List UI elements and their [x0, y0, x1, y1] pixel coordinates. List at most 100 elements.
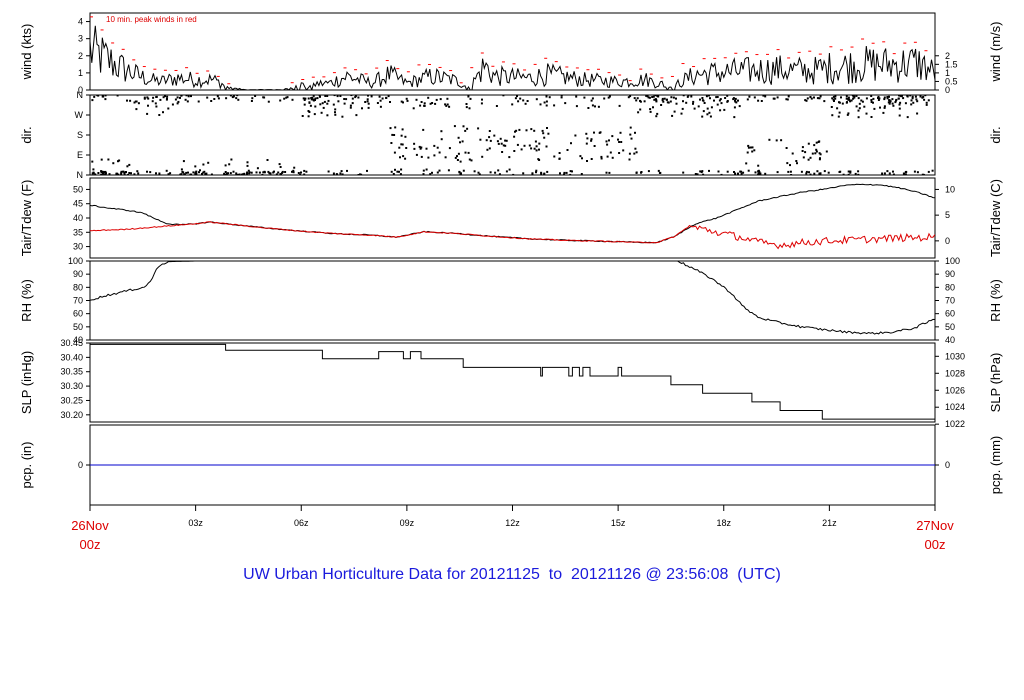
wind-direction-point — [256, 167, 259, 170]
wind-direction-point — [681, 107, 684, 110]
wind-direction-point — [758, 171, 761, 174]
wind-direction-point — [357, 174, 360, 175]
x-tick-label: 12z — [505, 518, 520, 528]
wind-direction-point — [438, 169, 441, 172]
wind-direction-point — [159, 98, 162, 101]
wind-direction-point — [585, 132, 588, 135]
wind-direction-point — [225, 97, 228, 100]
wind-frame — [89, 12, 936, 91]
wind-direction-point — [699, 98, 701, 101]
wind-direction-point — [464, 151, 467, 154]
wind-direction-point — [235, 172, 238, 175]
wind-direction-point — [742, 171, 745, 174]
wind-direction-point — [535, 98, 538, 101]
wind-direction-point — [210, 100, 213, 102]
wind-direction-point — [570, 142, 572, 145]
wind-direction-point — [405, 147, 408, 149]
wind-direction-point — [931, 169, 934, 172]
wind-left-tick-label: 0 — [78, 85, 83, 95]
wind-direction-point — [393, 151, 396, 154]
wind-direction-point — [547, 132, 550, 135]
wind-direction-point — [478, 173, 481, 175]
wind-direction-point — [891, 102, 894, 105]
wind-direction-point — [634, 131, 636, 134]
wind-direction-point — [462, 125, 465, 128]
wind-direction-point — [857, 97, 860, 100]
wind-direction-point — [435, 98, 438, 101]
wind-direction-point — [703, 102, 706, 104]
wind-direction-point — [174, 98, 177, 101]
wind-direction-point — [171, 103, 174, 106]
wind-direction-point — [847, 170, 850, 173]
wind-direction-point — [693, 107, 696, 110]
wind-direction-point — [775, 139, 778, 142]
slp-left-tick-label: 30.25 — [60, 395, 83, 405]
wind-direction-point — [665, 98, 668, 101]
wind-direction-point — [886, 96, 889, 98]
wind-direction-point — [922, 95, 925, 98]
wind-direction-point — [583, 96, 586, 99]
wind-direction-point — [104, 98, 107, 101]
wind-direction-point — [808, 171, 810, 174]
wind-direction-point — [857, 170, 860, 173]
wind-direction-point — [858, 102, 861, 105]
wind-direction-point — [345, 98, 348, 101]
wind-direction-point — [439, 98, 442, 101]
dir-plot-area — [91, 95, 934, 175]
wind-direction-point — [283, 97, 286, 100]
wind-direction-point — [425, 147, 428, 150]
wind-direction-point — [237, 98, 240, 101]
wind-direction-point — [543, 172, 546, 175]
wind-direction-point — [404, 157, 407, 160]
wind-direction-point — [801, 146, 804, 149]
wind-direction-point — [825, 150, 828, 153]
wind-direction-point — [246, 171, 249, 174]
wind-direction-point — [656, 112, 659, 115]
wind-direction-point — [522, 99, 525, 102]
wind-direction-point — [539, 103, 542, 106]
wind-direction-point — [180, 173, 183, 175]
wind-direction-point — [379, 99, 382, 102]
wind-direction-point — [800, 170, 803, 173]
wind-direction-point — [480, 102, 483, 105]
wind-direction-point — [535, 169, 538, 172]
wind-direction-point — [872, 101, 874, 104]
wind-direction-point — [133, 101, 136, 104]
wind-direction-point — [343, 98, 346, 100]
wind-direction-point — [724, 97, 727, 99]
wind-direction-point — [647, 170, 650, 173]
wind-direction-point — [745, 162, 748, 165]
wind-direction-point — [269, 172, 272, 175]
wind-direction-point — [327, 170, 330, 173]
wind-direction-point — [609, 151, 612, 154]
wind-direction-point — [179, 96, 181, 99]
wind-direction-point — [427, 96, 430, 99]
wind-direction-point — [448, 147, 451, 150]
rh-right-tick-label: 80 — [945, 282, 955, 292]
panel-pcp: pcp. (in) pcp. (mm) 0 0 — [19, 424, 1003, 506]
wind-direction-point — [263, 96, 266, 99]
wind-right-axis-label: wind (m/s) — [988, 22, 1003, 83]
wind-direction-point — [186, 100, 189, 103]
wind-direction-point — [545, 104, 548, 107]
wind-direction-point — [127, 173, 130, 175]
wind-direction-point — [406, 99, 409, 102]
wind-direction-point — [660, 104, 663, 106]
wind-direction-point — [680, 112, 683, 115]
wind-direction-point — [343, 102, 346, 105]
wind-direction-point — [608, 171, 611, 174]
wind-direction-point — [302, 97, 305, 100]
wind-direction-point — [538, 159, 541, 161]
wind-direction-point — [137, 102, 140, 105]
wind-direction-point — [870, 99, 873, 101]
wind-direction-point — [456, 159, 459, 161]
wind-direction-point — [323, 100, 326, 103]
wind-direction-point — [546, 170, 549, 173]
wind-direction-point — [190, 173, 192, 175]
wind-direction-point — [303, 173, 306, 175]
wind-direction-point — [224, 171, 227, 173]
wind-direction-point — [780, 139, 783, 142]
dir-left-axis-label: dir. — [19, 126, 34, 143]
wind-direction-point — [394, 126, 397, 129]
wind-direction-point — [303, 169, 306, 172]
